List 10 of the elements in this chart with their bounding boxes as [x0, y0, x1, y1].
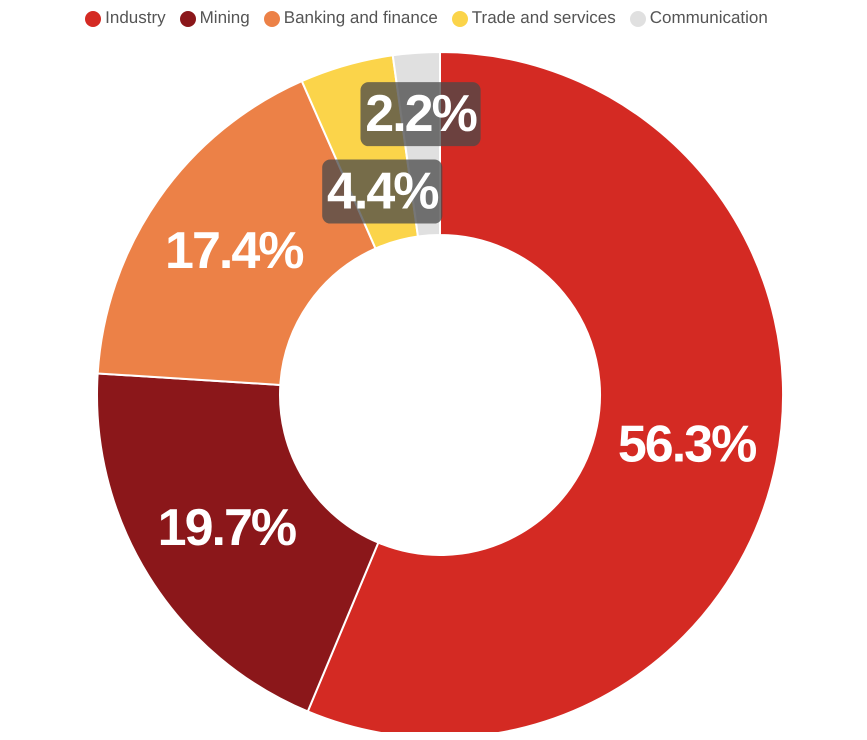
- data-label: 4.4%: [327, 162, 438, 221]
- legend-label: Banking and finance: [284, 8, 438, 27]
- legend-label: Mining: [200, 8, 250, 27]
- data-label: 2.2%: [365, 85, 477, 144]
- legend-label: Trade and services: [472, 8, 616, 27]
- data-label: 56.3%: [618, 415, 756, 474]
- legend-label: Communication: [650, 8, 768, 27]
- data-label: 17.4%: [165, 222, 304, 280]
- data-label: 19.7%: [158, 498, 296, 557]
- legend-label: Industry: [105, 8, 166, 27]
